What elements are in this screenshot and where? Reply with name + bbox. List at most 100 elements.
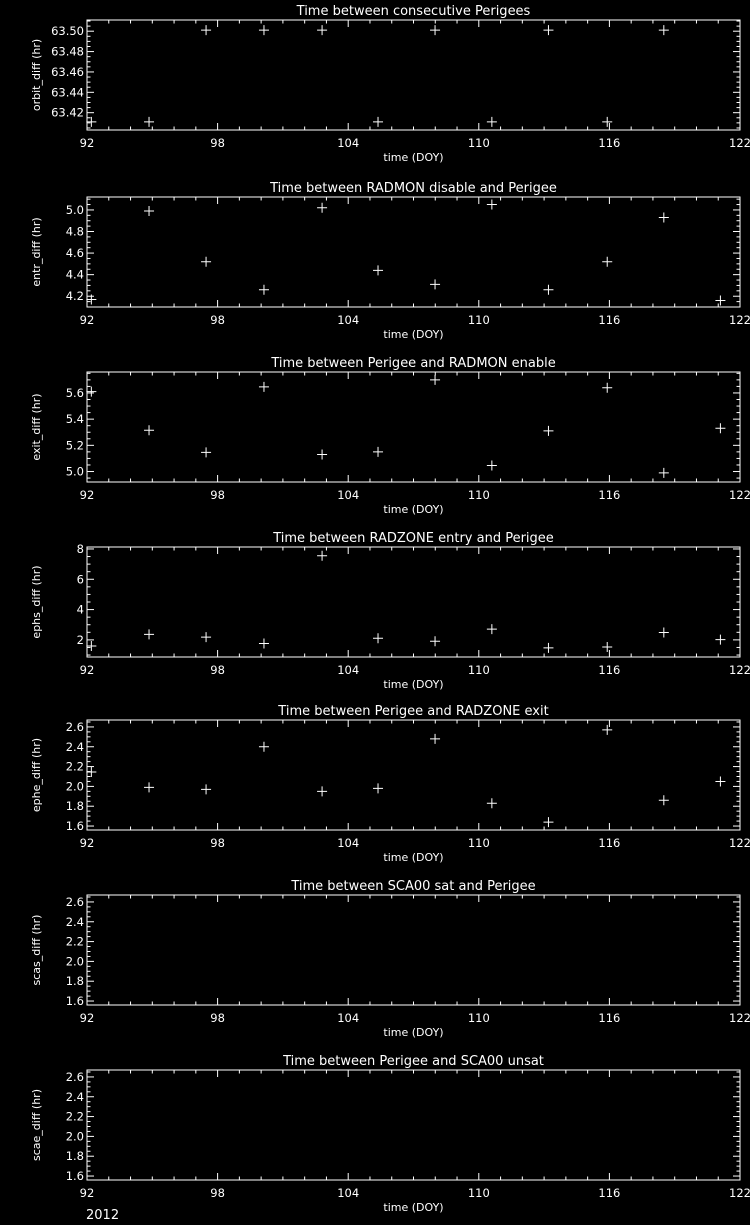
x-tick-label: 98 <box>210 313 225 327</box>
x-tick-label: 92 <box>80 1011 95 1025</box>
x-tick-label: 110 <box>468 313 490 327</box>
data-point-plus <box>373 265 384 276</box>
x-tick-label: 116 <box>598 313 620 327</box>
data-point-plus <box>144 116 155 127</box>
data-point-plus <box>486 624 497 635</box>
data-point-plus <box>602 642 613 652</box>
x-axis-label: time (DOY) <box>383 851 443 864</box>
data-point-plus <box>144 782 155 793</box>
data-point-plus <box>201 632 212 643</box>
data-point-plus <box>486 798 497 809</box>
y-tick-label: 5.6 <box>66 386 84 400</box>
x-tick-label: 104 <box>337 836 359 850</box>
data-point-plus <box>543 817 554 828</box>
y-axis-label: scas_diff (hr) <box>30 915 43 986</box>
x-tick-label: 92 <box>80 488 95 502</box>
chart-panel-7: Time between Perigee and SCA00 unsat 92 98… <box>30 1054 750 1214</box>
y-tick-label: 6 <box>77 572 84 586</box>
x-tick-label: 98 <box>210 136 225 150</box>
data-point-plus <box>201 256 212 267</box>
data-point-plus <box>86 116 97 127</box>
y-axis-label: ephs_diff (hr) <box>30 565 43 638</box>
x-tick-label: 104 <box>337 663 359 677</box>
data-point-plus <box>486 199 497 210</box>
y-tick-label: 2.4 <box>66 1090 84 1104</box>
chart-panel-6: Time between SCA00 sat and Perigee 92 98 10… <box>30 879 750 1039</box>
y-tick-label: 1.6 <box>66 819 84 833</box>
plot-frame <box>86 894 741 1006</box>
x-tick-label: 116 <box>598 1186 620 1200</box>
chart-panel-1: Time between consecutive Perigees 92 98 104… <box>30 4 750 164</box>
chart-title: Time between Perigee and SCA00 unsat <box>282 1054 544 1069</box>
x-tick-label: 110 <box>468 1186 490 1200</box>
chart-title: Time between SCA00 sat and Perigee <box>290 879 535 894</box>
chart-title: Time between Perigee and RADMON enable <box>270 356 555 371</box>
x-tick-label: 116 <box>598 836 620 850</box>
y-tick-label: 63.42 <box>51 106 84 120</box>
x-tick-label: 92 <box>80 136 95 150</box>
data-point-plus <box>715 776 726 787</box>
data-point-plus <box>430 733 441 744</box>
data-point-plus <box>602 116 613 127</box>
x-tick-label: 98 <box>210 1186 225 1200</box>
x-axis-label: time (DOY) <box>383 678 443 691</box>
data-point-plus <box>86 386 97 397</box>
y-tick-label: 2.4 <box>66 915 84 929</box>
data-point-plus <box>430 279 441 290</box>
data-point-plus <box>543 642 554 653</box>
x-tick-label: 116 <box>598 488 620 502</box>
x-tick-label: 122 <box>729 313 750 327</box>
plot-frame <box>86 1069 741 1181</box>
data-point-plus <box>543 425 554 436</box>
data-point-plus <box>317 202 328 213</box>
x-tick-label: 98 <box>210 488 225 502</box>
data-point-plus <box>258 381 269 392</box>
x-tick-label: 116 <box>598 663 620 677</box>
data-point-plus <box>258 25 269 36</box>
x-tick-label: 104 <box>337 488 359 502</box>
data-point-plus <box>201 447 212 458</box>
data-point-plus <box>658 795 669 806</box>
x-tick-label: 122 <box>729 136 750 150</box>
data-point-plus <box>486 460 497 471</box>
x-tick-label: 92 <box>80 1186 95 1200</box>
x-axis-label: time (DOY) <box>383 503 443 516</box>
plot-frame <box>86 371 741 483</box>
y-tick-label: 8 <box>77 542 84 556</box>
y-tick-label: 1.6 <box>66 994 84 1008</box>
data-point-plus <box>430 25 441 36</box>
y-tick-label: 2.4 <box>66 740 84 754</box>
data-point-plus <box>258 284 269 295</box>
year-label: 2012 <box>86 1208 120 1223</box>
x-tick-label: 104 <box>337 136 359 150</box>
y-tick-label: 1.8 <box>66 799 84 813</box>
data-point-plus <box>543 25 554 36</box>
data-point-plus <box>317 786 328 797</box>
x-axis-label: time (DOY) <box>383 328 443 341</box>
data-point-plus <box>715 423 726 434</box>
data-point-plus <box>602 724 613 735</box>
data-point-plus <box>658 212 669 223</box>
x-tick-label: 98 <box>210 1011 225 1025</box>
chart-title: Time between Perigee and RADZONE exit <box>277 704 548 719</box>
plot-frame <box>86 19 741 131</box>
y-tick-label: 4.6 <box>66 246 84 260</box>
y-tick-label: 2 <box>77 633 84 647</box>
chart-panel-2: Time between RADMON disable and Perigee 9… <box>30 181 750 341</box>
data-point-plus <box>602 382 613 393</box>
data-point-plus <box>317 449 328 460</box>
y-tick-label: 4.2 <box>66 289 84 303</box>
data-point-plus <box>201 784 212 795</box>
x-tick-label: 92 <box>80 836 95 850</box>
data-point-plus <box>373 116 384 127</box>
data-point-plus <box>658 627 669 638</box>
data-point-plus <box>144 206 155 217</box>
data-point-plus <box>258 741 269 752</box>
y-tick-label: 1.8 <box>66 974 84 988</box>
y-tick-label: 4.8 <box>66 225 84 239</box>
y-tick-label: 1.6 <box>66 1169 84 1183</box>
chart-panel-5: Time between Perigee and RADZONE exit 92 9… <box>30 704 750 864</box>
x-axis-label: time (DOY) <box>383 151 443 164</box>
y-tick-label: 2.0 <box>66 1129 84 1143</box>
y-axis-label: ephe_diff (hr) <box>30 738 43 812</box>
